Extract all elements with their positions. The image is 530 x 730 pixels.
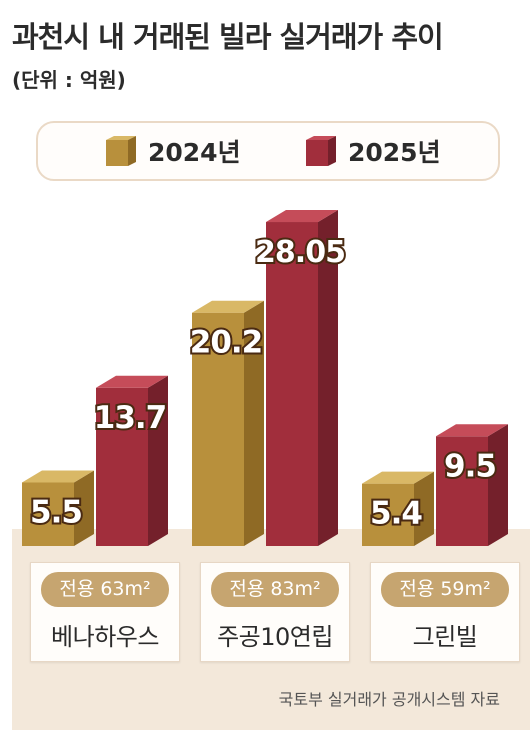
category-card-3: 전용 59m² 그린빌 [370,562,520,662]
bar-side-face [488,424,508,546]
category-name-1: 베나하우스 [51,623,159,651]
bar-value-label: 13.7 [94,400,167,436]
bar-side-face [414,471,434,546]
bar-2024-2 [192,300,264,546]
category-detail-1: 전용 63m² [41,572,169,607]
bar-value-label: 20.2 [190,325,263,361]
bar-value-label: 5.4 [370,496,422,532]
bar-side-face [74,470,94,546]
bar-front-face [192,312,244,546]
category-name-2: 주공10연립 [217,623,333,651]
bar-front-face [362,483,414,546]
bar-top-face [22,470,94,483]
legend-swatch-2025 [306,136,336,166]
bar-2025-1 [96,375,168,546]
bar-value-label: 28.05 [255,235,345,270]
bar-top-face [362,471,434,484]
legend: 2024년 2025년 [36,121,500,181]
chart-title: 과천시 내 거래된 빌라 실거래가 추이 [12,20,444,54]
bar-top-face [96,375,168,388]
legend-label-2024: 2024년 [148,138,241,167]
legend-item-2025: 2025년 [306,123,441,179]
legend-item-2024: 2024년 [106,123,241,179]
category-name-3: 그린빌 [412,623,478,651]
bar-2025-3 [436,424,508,546]
bar-side-face [244,300,264,546]
bar-front-face [436,436,488,546]
bar-side-face [148,375,168,546]
bar-top-face [436,424,508,437]
bar-top-face [192,300,264,313]
bar-value-label: 5.5 [30,494,82,530]
category-detail-3: 전용 59m² [381,572,509,607]
legend-swatch-2024 [106,136,136,166]
category-card-1: 전용 63m² 베나하우스 [30,562,180,662]
bar-2024-3 [362,471,434,546]
bar-2024-1 [22,470,94,546]
category-card-2: 전용 83m² 주공10연립 [200,562,350,662]
bar-front-face [96,387,148,546]
legend-label-2025: 2025년 [348,138,441,167]
bar-side-face [318,210,338,546]
unit-label: (단위 : 억원) [12,68,126,92]
bar-front-face [266,222,318,546]
bar-front-face [22,482,74,546]
bar-2025-2 [266,210,338,546]
category-detail-2: 전용 83m² [211,572,339,607]
bar-value-label: 9.5 [444,448,496,484]
bar-top-face [266,210,338,223]
source-note: 국토부 실거래가 공개시스템 자료 [278,690,500,709]
